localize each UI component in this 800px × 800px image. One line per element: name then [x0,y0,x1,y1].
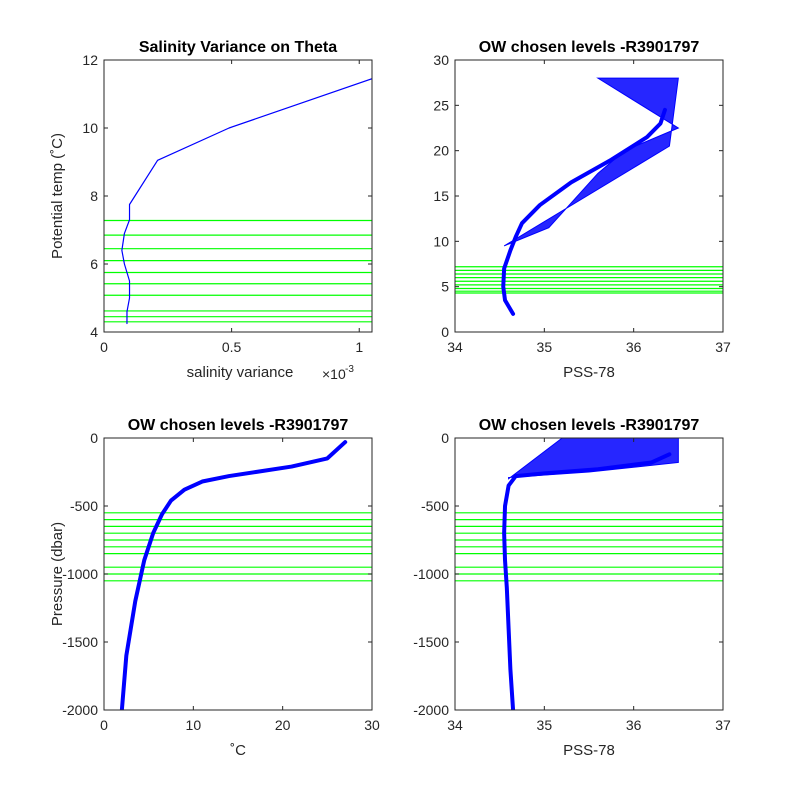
panel-1: 0 0.5 1 4 6 8 10 12 Salinity Variance on Theta sa… [49,39,373,382]
y-tick-label: -1500 [62,634,98,650]
y-tick-label: 8 [90,188,98,204]
x-axis-exponent: ×10 [322,366,346,382]
profile-line [501,107,667,316]
y-tick-label: 12 [82,52,98,68]
panel-title: Salinity Variance on Theta [139,39,337,56]
panel-3: 0 10 20 30 -2000 -1500 -1000 -500 0 OW chosen lev… [49,417,380,759]
x-tick-label: 37 [715,717,731,733]
x-axis-label: PSS-78 [563,364,615,381]
y-tick-label: 6 [90,256,98,272]
y-tick-label: 4 [90,324,98,340]
x-tick-label: 0.5 [222,339,242,355]
plot-area [455,438,723,710]
panel-title: OW chosen levels -R3901797 [128,417,349,434]
profile-band [508,438,679,480]
x-tick-label: 0 [100,717,108,733]
panel-title: OW chosen levels -R3901797 [479,39,700,56]
y-tick-label: -2000 [413,702,449,718]
y-tick-label: 5 [441,279,449,295]
y-tick-label: 10 [82,120,98,136]
y-tick-label: 20 [433,143,449,159]
x-tick-label: 35 [537,717,553,733]
x-tick-label: 37 [715,339,731,355]
plot-area [455,77,723,316]
y-tick-label: -1500 [413,634,449,650]
y-tick-label: 0 [441,430,449,446]
profile-line [502,452,672,710]
y-tick-label: -1000 [413,566,449,582]
profile-line [121,78,372,325]
x-tick-label: 20 [275,717,291,733]
y-tick-label: -2000 [62,702,98,718]
x-tick-label: 1 [355,339,363,355]
panel-4: 34 35 36 37 -2000 -1500 -1000 -500 0 OW chosen le… [413,417,731,759]
x-tick-label: 10 [186,717,202,733]
axes-box [103,59,373,333]
x-tick-label: 0 [100,339,108,355]
y-tick-label: -1000 [62,566,98,582]
x-tick-label: 35 [537,339,553,355]
y-tick-label: 25 [433,97,449,113]
x-axis-exponent-power: -3 [345,364,354,375]
x-axis-label: ˚C [230,742,246,759]
profile-band [503,77,680,247]
x-tick-label: 36 [626,339,642,355]
y-tick-label: 10 [433,233,449,249]
profile-line [119,440,348,710]
y-tick-label: -500 [421,498,449,514]
x-axis-label: PSS-78 [563,742,615,759]
plot-area [104,78,372,325]
x-tick-label: 30 [364,717,380,733]
y-tick-label: 0 [441,324,449,340]
y-axis-label: Pressure (dbar) [49,522,66,626]
y-axis-label: Potential temp (˚C) [49,133,66,259]
plot-area [104,440,372,710]
panel-title: OW chosen levels -R3901797 [479,417,700,434]
y-tick-label: 15 [433,188,449,204]
x-tick-label: 36 [626,717,642,733]
y-tick-label: 0 [90,430,98,446]
y-tick-label: -500 [70,498,98,514]
panel-2: 34 35 36 37 0 5 10 15 20 25 30 OW chosen levels -R3… [433,39,731,381]
x-axis-label: salinity variance [187,364,294,381]
y-tick-label: 30 [433,52,449,68]
x-tick-label: 34 [447,339,463,355]
x-tick-label: 34 [447,717,463,733]
